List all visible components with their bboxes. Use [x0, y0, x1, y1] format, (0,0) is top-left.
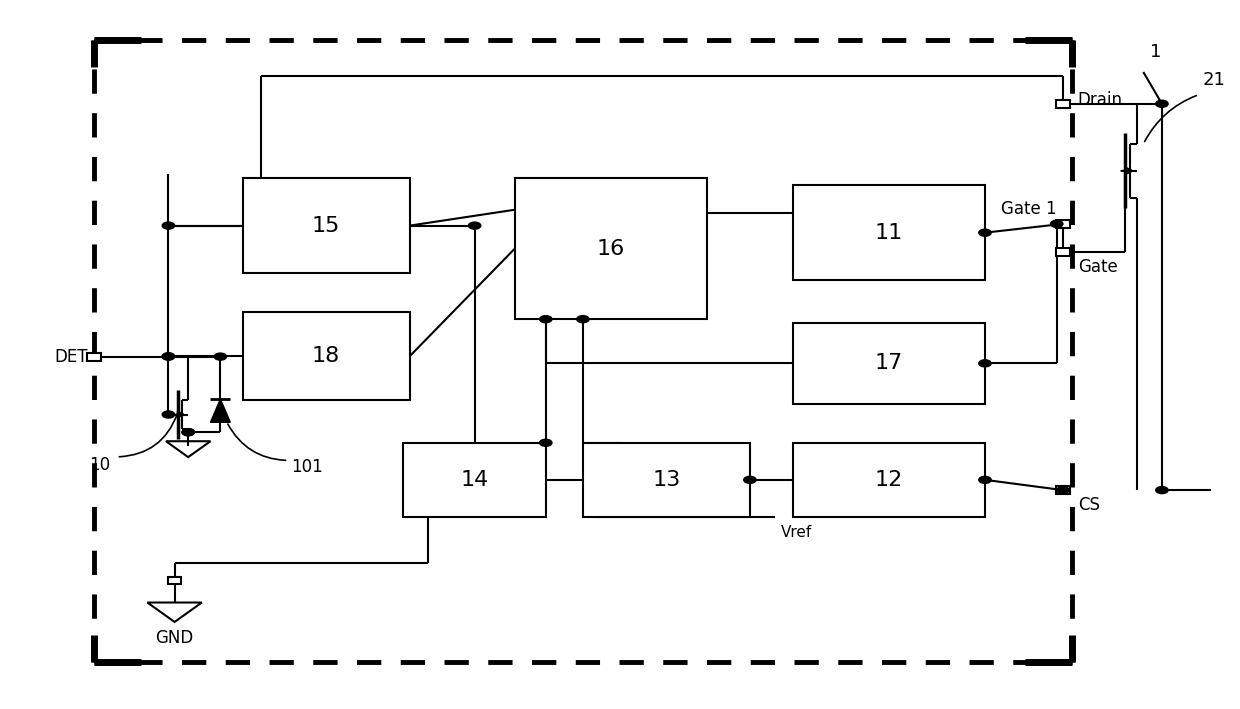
- Bar: [403, 443, 546, 517]
- Bar: [794, 323, 985, 404]
- Circle shape: [1056, 486, 1069, 493]
- Text: 1: 1: [1149, 43, 1161, 62]
- Text: 101: 101: [291, 459, 322, 476]
- Text: 12: 12: [875, 470, 903, 490]
- Text: 18: 18: [312, 346, 340, 367]
- Text: 10: 10: [89, 457, 110, 474]
- Bar: [794, 443, 985, 517]
- Text: Vref: Vref: [781, 525, 812, 540]
- Text: 17: 17: [875, 353, 903, 374]
- Circle shape: [182, 429, 195, 436]
- Bar: [1056, 220, 1070, 228]
- Text: CS: CS: [1078, 496, 1100, 514]
- Circle shape: [978, 359, 991, 367]
- Text: 14: 14: [460, 470, 489, 490]
- Circle shape: [162, 411, 175, 418]
- Text: 21: 21: [1203, 71, 1225, 89]
- Text: Drain: Drain: [1078, 91, 1122, 109]
- Circle shape: [1156, 100, 1168, 107]
- Circle shape: [469, 222, 481, 229]
- Circle shape: [182, 429, 195, 436]
- Bar: [87, 353, 100, 360]
- Circle shape: [978, 476, 991, 484]
- Bar: [583, 443, 750, 517]
- Text: GND: GND: [155, 629, 193, 647]
- Circle shape: [577, 316, 589, 323]
- Circle shape: [1156, 486, 1168, 493]
- Circle shape: [1050, 220, 1063, 228]
- Polygon shape: [211, 399, 231, 423]
- Circle shape: [162, 353, 175, 360]
- Bar: [515, 178, 707, 319]
- Bar: [794, 185, 985, 280]
- Text: Gate 1: Gate 1: [1001, 200, 1056, 218]
- Circle shape: [539, 316, 552, 323]
- Text: Gate: Gate: [1078, 258, 1117, 276]
- Circle shape: [162, 222, 175, 229]
- Bar: [243, 178, 409, 273]
- Text: 15: 15: [312, 216, 340, 235]
- Text: 16: 16: [596, 238, 625, 259]
- Text: DET: DET: [55, 347, 88, 366]
- Text: 13: 13: [652, 470, 681, 490]
- Circle shape: [215, 353, 227, 360]
- Bar: [1056, 486, 1070, 494]
- Circle shape: [539, 440, 552, 446]
- Circle shape: [978, 229, 991, 236]
- Text: 11: 11: [875, 223, 903, 242]
- Circle shape: [162, 353, 175, 359]
- Bar: [1056, 248, 1070, 256]
- Bar: [243, 312, 409, 401]
- Bar: [1056, 100, 1070, 108]
- Bar: [167, 576, 181, 584]
- Circle shape: [744, 476, 756, 484]
